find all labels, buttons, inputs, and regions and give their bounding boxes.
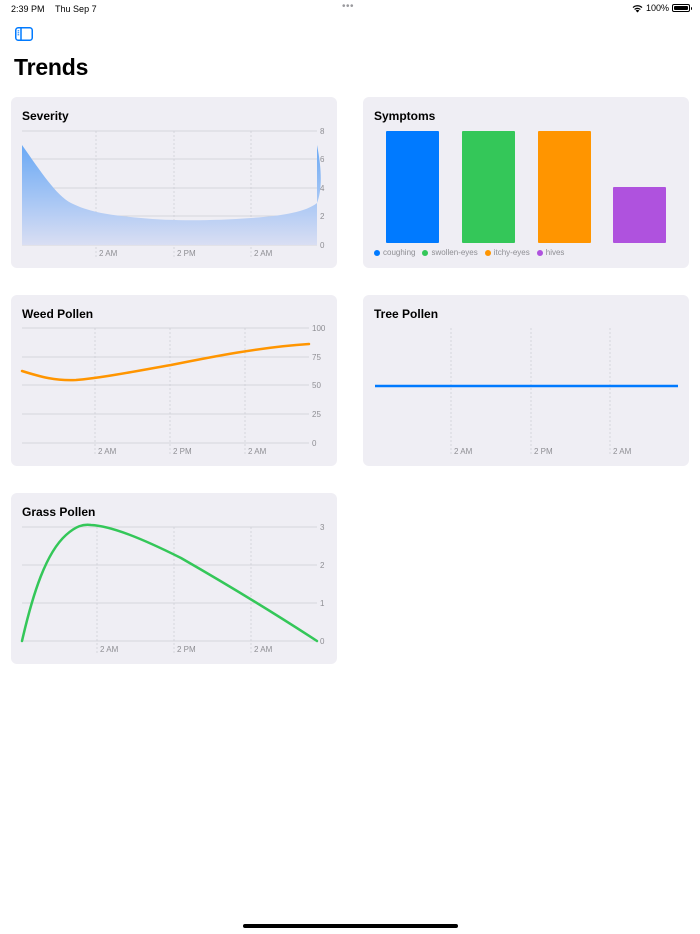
symptoms-card[interactable]: Symptoms coughing swollen-eyes itchy-eye… — [363, 97, 689, 268]
y-axis-labels: 3 2 1 0 — [320, 523, 325, 646]
sidebar-toggle-button[interactable] — [15, 27, 33, 41]
card-title: Severity — [22, 109, 69, 123]
svg-text:2 PM: 2 PM — [534, 447, 553, 456]
svg-text:2 PM: 2 PM — [177, 249, 196, 258]
battery-percent: 100% — [645, 3, 669, 13]
svg-text:2 AM: 2 AM — [254, 249, 273, 258]
legend-item: coughing — [374, 248, 415, 257]
svg-text:75: 75 — [312, 353, 321, 362]
x-axis-labels: 2 AM 2 PM 2 AM — [99, 249, 273, 258]
svg-text:2 PM: 2 PM — [177, 645, 196, 654]
bar-hives — [613, 187, 666, 243]
svg-text:100: 100 — [312, 324, 326, 333]
svg-text:0: 0 — [320, 241, 325, 250]
sidebar-left-icon — [15, 27, 33, 41]
legend-item: swollen-eyes — [422, 248, 478, 257]
svg-text:0: 0 — [312, 439, 317, 448]
legend-item: hives — [536, 248, 564, 257]
multitasking-dots[interactable]: ••• — [342, 1, 355, 12]
svg-text:2: 2 — [320, 212, 325, 221]
x-axis-labels: 2 AM 2 PM 2 AM — [98, 447, 267, 456]
svg-text:1: 1 — [320, 599, 325, 608]
svg-text:2 AM: 2 AM — [99, 249, 118, 258]
status-bar: 2:39 PM Thu Sep 7 ••• 100% — [0, 0, 700, 18]
svg-text:8: 8 — [320, 127, 325, 136]
svg-text:2 AM: 2 AM — [254, 645, 273, 654]
svg-text:2 AM: 2 AM — [454, 447, 473, 456]
svg-text:2: 2 — [320, 561, 325, 570]
chart-legend: coughing swollen-eyes itchy-eyes hives — [374, 248, 564, 257]
svg-text:6: 6 — [320, 155, 325, 164]
svg-text:2 AM: 2 AM — [98, 447, 117, 456]
weed-pollen-chart: 100 75 50 25 0 2 AM 2 PM 2 AM — [20, 324, 326, 456]
bar-swollen-eyes — [462, 131, 515, 243]
grass-pollen-card[interactable]: Grass Pollen 3 2 1 0 2 AM 2 PM 2 AM — [11, 493, 337, 664]
svg-text:2 PM: 2 PM — [173, 447, 192, 456]
y-axis-labels: 100 75 50 25 0 — [312, 324, 326, 448]
card-title: Symptoms — [374, 109, 436, 123]
wifi-icon — [632, 4, 643, 12]
svg-text:2 AM: 2 AM — [100, 645, 119, 654]
battery-icon — [672, 4, 692, 12]
svg-text:25: 25 — [312, 410, 321, 419]
page-title: Trends — [14, 54, 89, 80]
bar-itchy-eyes — [538, 131, 591, 243]
svg-text:50: 50 — [312, 381, 321, 390]
tree-pollen-card[interactable]: Tree Pollen 2 AM 2 PM 2 AM — [363, 295, 689, 466]
x-axis-labels: 2 AM 2 PM 2 AM — [454, 447, 632, 456]
svg-text:3: 3 — [320, 523, 325, 532]
status-left: 2:39 PM Thu Sep 7 — [11, 4, 97, 14]
card-title: Grass Pollen — [22, 505, 96, 519]
bar-coughing — [386, 131, 439, 243]
y-axis-labels: 8 6 4 2 0 — [320, 127, 325, 250]
svg-text:0: 0 — [320, 637, 325, 646]
status-date: Thu Sep 7 — [55, 4, 97, 14]
legend-item: itchy-eyes — [484, 248, 530, 257]
severity-chart: 8 6 4 2 0 2 AM 2 PM 2 AM — [22, 127, 325, 258]
svg-text:2 AM: 2 AM — [613, 447, 632, 456]
card-title: Tree Pollen — [374, 307, 439, 321]
svg-text:4: 4 — [320, 184, 325, 193]
home-indicator[interactable] — [243, 924, 458, 928]
x-axis-labels: 2 AM 2 PM 2 AM — [100, 645, 273, 654]
symptoms-chart — [386, 131, 666, 243]
tree-pollen-chart: 2 AM 2 PM 2 AM — [375, 328, 678, 456]
status-right: 100% — [632, 3, 692, 13]
grass-pollen-chart: 3 2 1 0 2 AM 2 PM 2 AM — [20, 523, 325, 654]
severity-card[interactable]: Severity 8 6 4 2 0 2 AM — [11, 97, 337, 268]
svg-text:2 AM: 2 AM — [248, 447, 267, 456]
card-title: Weed Pollen — [22, 307, 94, 321]
weed-pollen-card[interactable]: Weed Pollen 100 75 50 25 0 2 AM 2 PM 2 A… — [11, 295, 337, 466]
status-time: 2:39 PM — [11, 4, 45, 14]
